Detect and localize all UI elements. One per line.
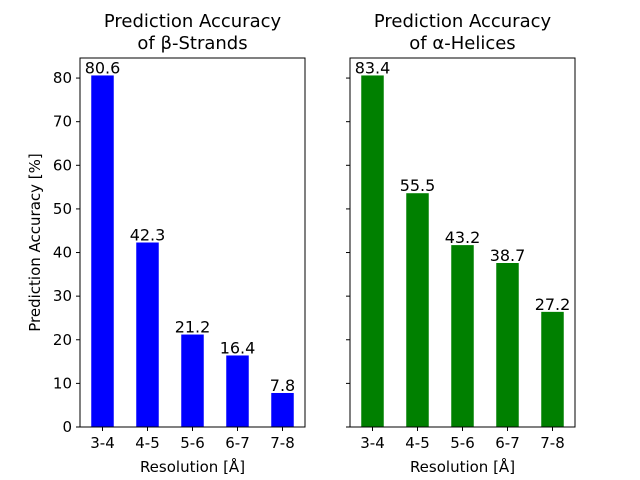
- data-label: 83.4: [355, 58, 391, 77]
- chart-panel-alpha-helices: 83.4 55.5 43.2 38.7 27.2 3-4 4-5 5-6 6-7 7-8 Predi…: [346, 11, 576, 476]
- chart-title-line: of β-Strands: [137, 33, 247, 54]
- bar-6-7: [226, 355, 249, 427]
- x-axis-label: Resolution [Å]: [410, 457, 515, 476]
- y-tick-label: 40: [53, 244, 72, 262]
- x-axis-label: Resolution [Å]: [140, 457, 245, 476]
- y-axis-label: Prediction Accuracy [%]: [26, 153, 44, 332]
- x-tick-label: 3-4: [360, 434, 385, 452]
- x-tick-label: 4-5: [135, 434, 160, 452]
- chart-title-line: Prediction Accuracy: [104, 11, 282, 32]
- x-tick-label: 7-8: [270, 434, 295, 452]
- data-label: 55.5: [400, 176, 436, 195]
- bar-5-6: [181, 334, 204, 427]
- data-label: 38.7: [490, 246, 526, 265]
- bar-5-6: [451, 245, 474, 427]
- bar-7-8: [541, 311, 564, 427]
- x-tick-label: 4-5: [405, 434, 430, 452]
- bar-7-8: [271, 392, 294, 427]
- data-label: 27.2: [535, 295, 571, 314]
- y-tick-label: 10: [53, 374, 72, 392]
- bar-3-4: [361, 75, 384, 427]
- y-tick-label: 80: [53, 69, 72, 87]
- y-tick-label: 20: [53, 331, 72, 349]
- data-label: 43.2: [445, 228, 481, 247]
- data-label: 21.2: [175, 318, 211, 337]
- x-tick-label: 6-7: [495, 434, 520, 452]
- x-tick-label: 7-8: [540, 434, 565, 452]
- x-tick-label: 5-6: [450, 434, 475, 452]
- bar-4-5: [136, 242, 159, 427]
- y-tick-label: 0: [62, 418, 72, 436]
- bar-3-4: [91, 75, 114, 427]
- bar-6-7: [496, 263, 519, 427]
- data-label: 80.6: [85, 58, 121, 77]
- bar-4-5: [406, 193, 429, 427]
- x-tick-label: 6-7: [225, 434, 250, 452]
- chart-panel-beta-strands: 80.6 42.3 21.2 16.4 7.8 3-4 4-5 5-6 6-7 7-8 0 10 20 3…: [26, 11, 306, 476]
- data-label: 16.4: [220, 338, 256, 357]
- data-label: 7.8: [270, 376, 295, 395]
- x-tick-label: 5-6: [180, 434, 205, 452]
- y-tick-label: 30: [53, 287, 72, 305]
- x-tick-label: 3-4: [90, 434, 115, 452]
- y-tick-label: 50: [53, 200, 72, 218]
- chart-title-line: Prediction Accuracy: [374, 11, 552, 32]
- y-tick-label: 70: [53, 113, 72, 131]
- chart-title-line: of α-Helices: [409, 33, 515, 54]
- data-label: 42.3: [130, 226, 166, 245]
- y-tick-label: 60: [53, 156, 72, 174]
